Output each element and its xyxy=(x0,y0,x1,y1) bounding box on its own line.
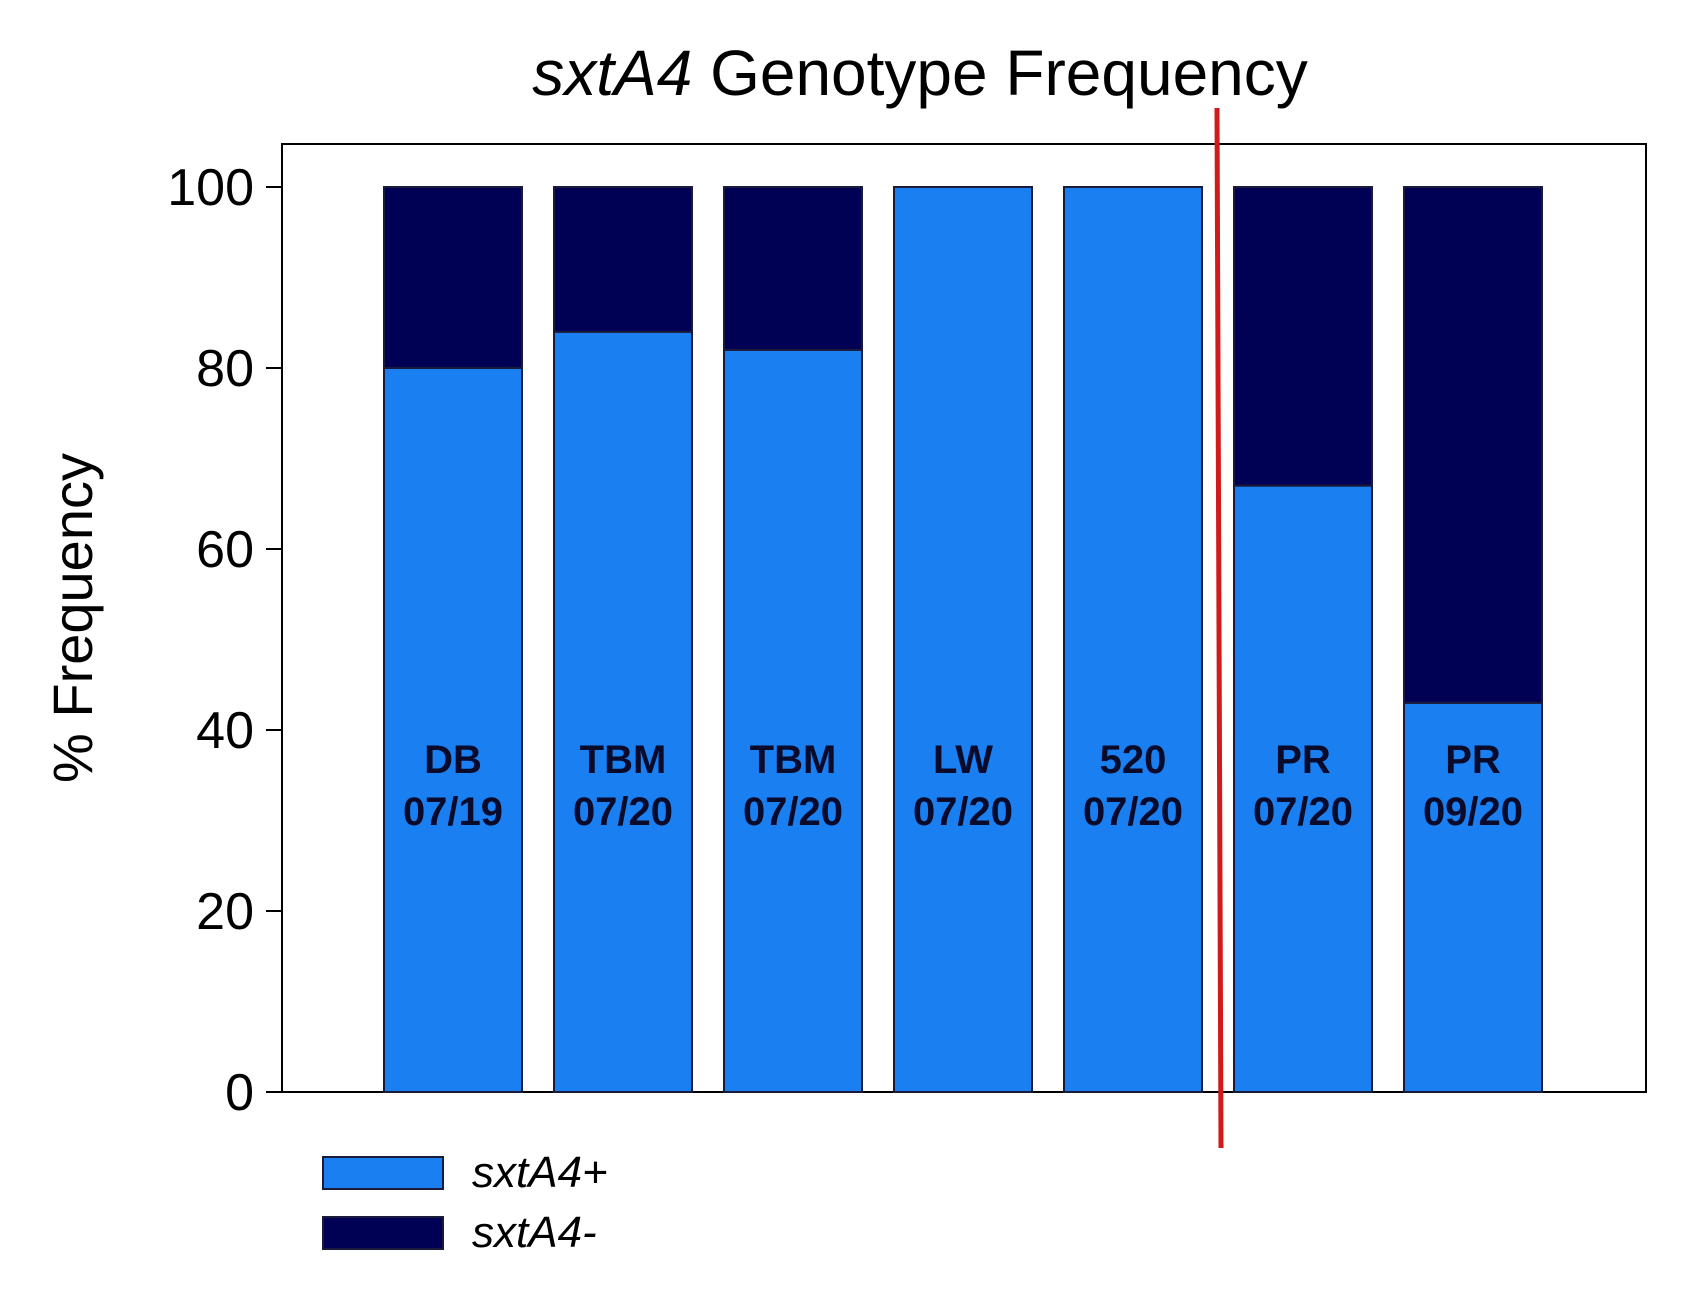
bar-label-site-5: 520 xyxy=(1100,738,1167,782)
bars-layer xyxy=(383,186,1543,1093)
bar-positive-4 xyxy=(893,186,1033,1093)
legend: sxtA4+ sxtA4- xyxy=(322,1148,608,1257)
chart-title: sxtA4 Genotype Frequency xyxy=(532,37,1308,109)
bar-label-date-7: 09/20 xyxy=(1423,790,1523,834)
legend-swatch-positive xyxy=(322,1156,444,1190)
bar-label-site-1: DB xyxy=(424,738,482,782)
y-tick-label-80: 80 xyxy=(196,340,254,398)
divider-line xyxy=(1214,107,1224,1149)
bar-negative-2 xyxy=(553,186,693,333)
y-tick-label-20: 20 xyxy=(196,883,254,941)
bar-label-site-6: PR xyxy=(1275,738,1331,782)
y-tick-label-40: 40 xyxy=(196,702,254,760)
bar-labels-layer: DB 07/19 TBM 07/20 TBM 07/20 LW 07/20 520 07/20 PR… xyxy=(403,738,1523,834)
bar-label-site-4: LW xyxy=(933,738,993,782)
chart-title-italic: sxtA4 xyxy=(532,37,692,109)
bar-negative-3 xyxy=(723,186,863,351)
legend-swatch-negative xyxy=(322,1216,444,1250)
bar-label-date-1: 07/19 xyxy=(403,790,503,834)
y-axis-label: % Frequency xyxy=(41,453,104,783)
bar-label-site-2: TBM xyxy=(580,738,667,782)
y-axis: 0 20 40 60 80 100 xyxy=(167,144,283,1122)
bar-label-date-6: 07/20 xyxy=(1253,790,1353,834)
bar-label-date-2: 07/20 xyxy=(573,790,673,834)
bar-positive-7 xyxy=(1403,701,1543,1093)
legend-label-positive: sxtA4+ xyxy=(472,1148,608,1197)
bar-label-date-4: 07/20 xyxy=(913,790,1013,834)
bar-negative-1 xyxy=(383,186,523,369)
bar-positive-6 xyxy=(1233,484,1373,1093)
chart-title-rest: Genotype Frequency xyxy=(692,37,1307,109)
bar-label-site-3: TBM xyxy=(750,738,837,782)
bar-positive-5 xyxy=(1063,186,1203,1093)
bar-label-date-5: 07/20 xyxy=(1083,790,1183,834)
y-tick-label-60: 60 xyxy=(196,521,254,579)
bar-positive-1 xyxy=(383,367,523,1093)
y-tick-label-0: 0 xyxy=(225,1064,254,1122)
bar-positive-3 xyxy=(723,348,863,1093)
bar-label-date-3: 07/20 xyxy=(743,790,843,834)
bar-negative-7 xyxy=(1403,186,1543,704)
bar-negative-6 xyxy=(1233,186,1373,487)
bar-positive-2 xyxy=(553,330,693,1093)
legend-label-negative: sxtA4- xyxy=(472,1208,597,1257)
bar-label-site-7: PR xyxy=(1445,738,1501,782)
y-tick-label-100: 100 xyxy=(167,159,254,217)
